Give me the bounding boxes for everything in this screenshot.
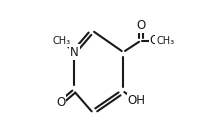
Text: O: O: [136, 19, 145, 32]
Text: O: O: [150, 34, 159, 47]
Text: CH₃: CH₃: [52, 36, 70, 46]
Text: N: N: [70, 46, 79, 59]
Text: CH₃: CH₃: [156, 36, 174, 46]
Text: O: O: [56, 96, 65, 109]
Text: OH: OH: [128, 94, 146, 107]
